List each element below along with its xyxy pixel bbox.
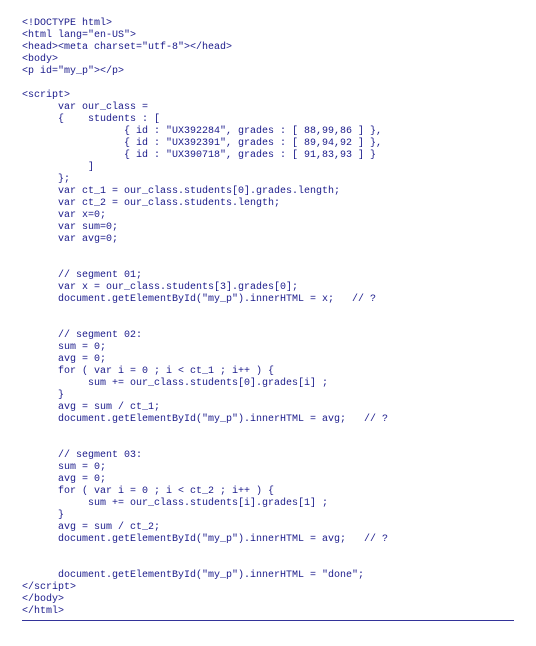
code-line: var ct_2 = our_class.students.length; — [22, 198, 514, 210]
code-line: } — [22, 510, 514, 522]
code-line: // segment 02: — [22, 330, 514, 342]
code-line: document.getElementById("my_p").innerHTM… — [22, 414, 514, 426]
bottom-rule — [22, 620, 514, 621]
code-line — [22, 546, 514, 558]
code-line: </body> — [22, 594, 514, 606]
code-line: avg = 0; — [22, 354, 514, 366]
code-line: <head><meta charset="utf-8"></head> — [22, 42, 514, 54]
code-line: } — [22, 390, 514, 402]
code-line: var avg=0; — [22, 234, 514, 246]
code-line: sum += our_class.students[i].grades[1] ; — [22, 498, 514, 510]
code-line: <!DOCTYPE html> — [22, 18, 514, 30]
code-line: var sum=0; — [22, 222, 514, 234]
code-line: { students : [ — [22, 114, 514, 126]
code-line: for ( var i = 0 ; i < ct_2 ; i++ ) { — [22, 486, 514, 498]
code-line: sum = 0; — [22, 462, 514, 474]
code-line: document.getElementById("my_p").innerHTM… — [22, 294, 514, 306]
code-line: </script> — [22, 582, 514, 594]
code-line: var x = our_class.students[3].grades[0]; — [22, 282, 514, 294]
code-line: for ( var i = 0 ; i < ct_1 ; i++ ) { — [22, 366, 514, 378]
code-line: { id : "UX392391", grades : [ 89,94,92 ]… — [22, 138, 514, 150]
code-line: <p id="my_p"></p> — [22, 66, 514, 78]
code-line: sum = 0; — [22, 342, 514, 354]
code-line — [22, 78, 514, 90]
code-line: </html> — [22, 606, 514, 618]
code-line: avg = sum / ct_1; — [22, 402, 514, 414]
code-line — [22, 246, 514, 258]
code-line: { id : "UX390718", grades : [ 91,83,93 ]… — [22, 150, 514, 162]
code-line: }; — [22, 174, 514, 186]
code-line — [22, 306, 514, 318]
code-line — [22, 318, 514, 330]
code-line: var x=0; — [22, 210, 514, 222]
code-line: document.getElementById("my_p").innerHTM… — [22, 570, 514, 582]
code-line: <body> — [22, 54, 514, 66]
code-line: document.getElementById("my_p").innerHTM… — [22, 534, 514, 546]
code-line — [22, 558, 514, 570]
code-line: avg = sum / ct_2; — [22, 522, 514, 534]
code-line: <html lang="en-US"> — [22, 30, 514, 42]
code-line: ] — [22, 162, 514, 174]
code-listing: <!DOCTYPE html><html lang="en-US"><head>… — [0, 0, 536, 639]
code-lines-host: <!DOCTYPE html><html lang="en-US"><head>… — [22, 18, 514, 618]
code-line: avg = 0; — [22, 474, 514, 486]
code-line: var ct_1 = our_class.students[0].grades.… — [22, 186, 514, 198]
code-line — [22, 438, 514, 450]
code-line: // segment 03: — [22, 450, 514, 462]
code-line: { id : "UX392284", grades : [ 88,99,86 ]… — [22, 126, 514, 138]
code-line: // segment 01; — [22, 270, 514, 282]
code-line: <script> — [22, 90, 514, 102]
code-line — [22, 426, 514, 438]
code-line: var our_class = — [22, 102, 514, 114]
code-line — [22, 258, 514, 270]
code-line: sum += our_class.students[0].grades[i] ; — [22, 378, 514, 390]
